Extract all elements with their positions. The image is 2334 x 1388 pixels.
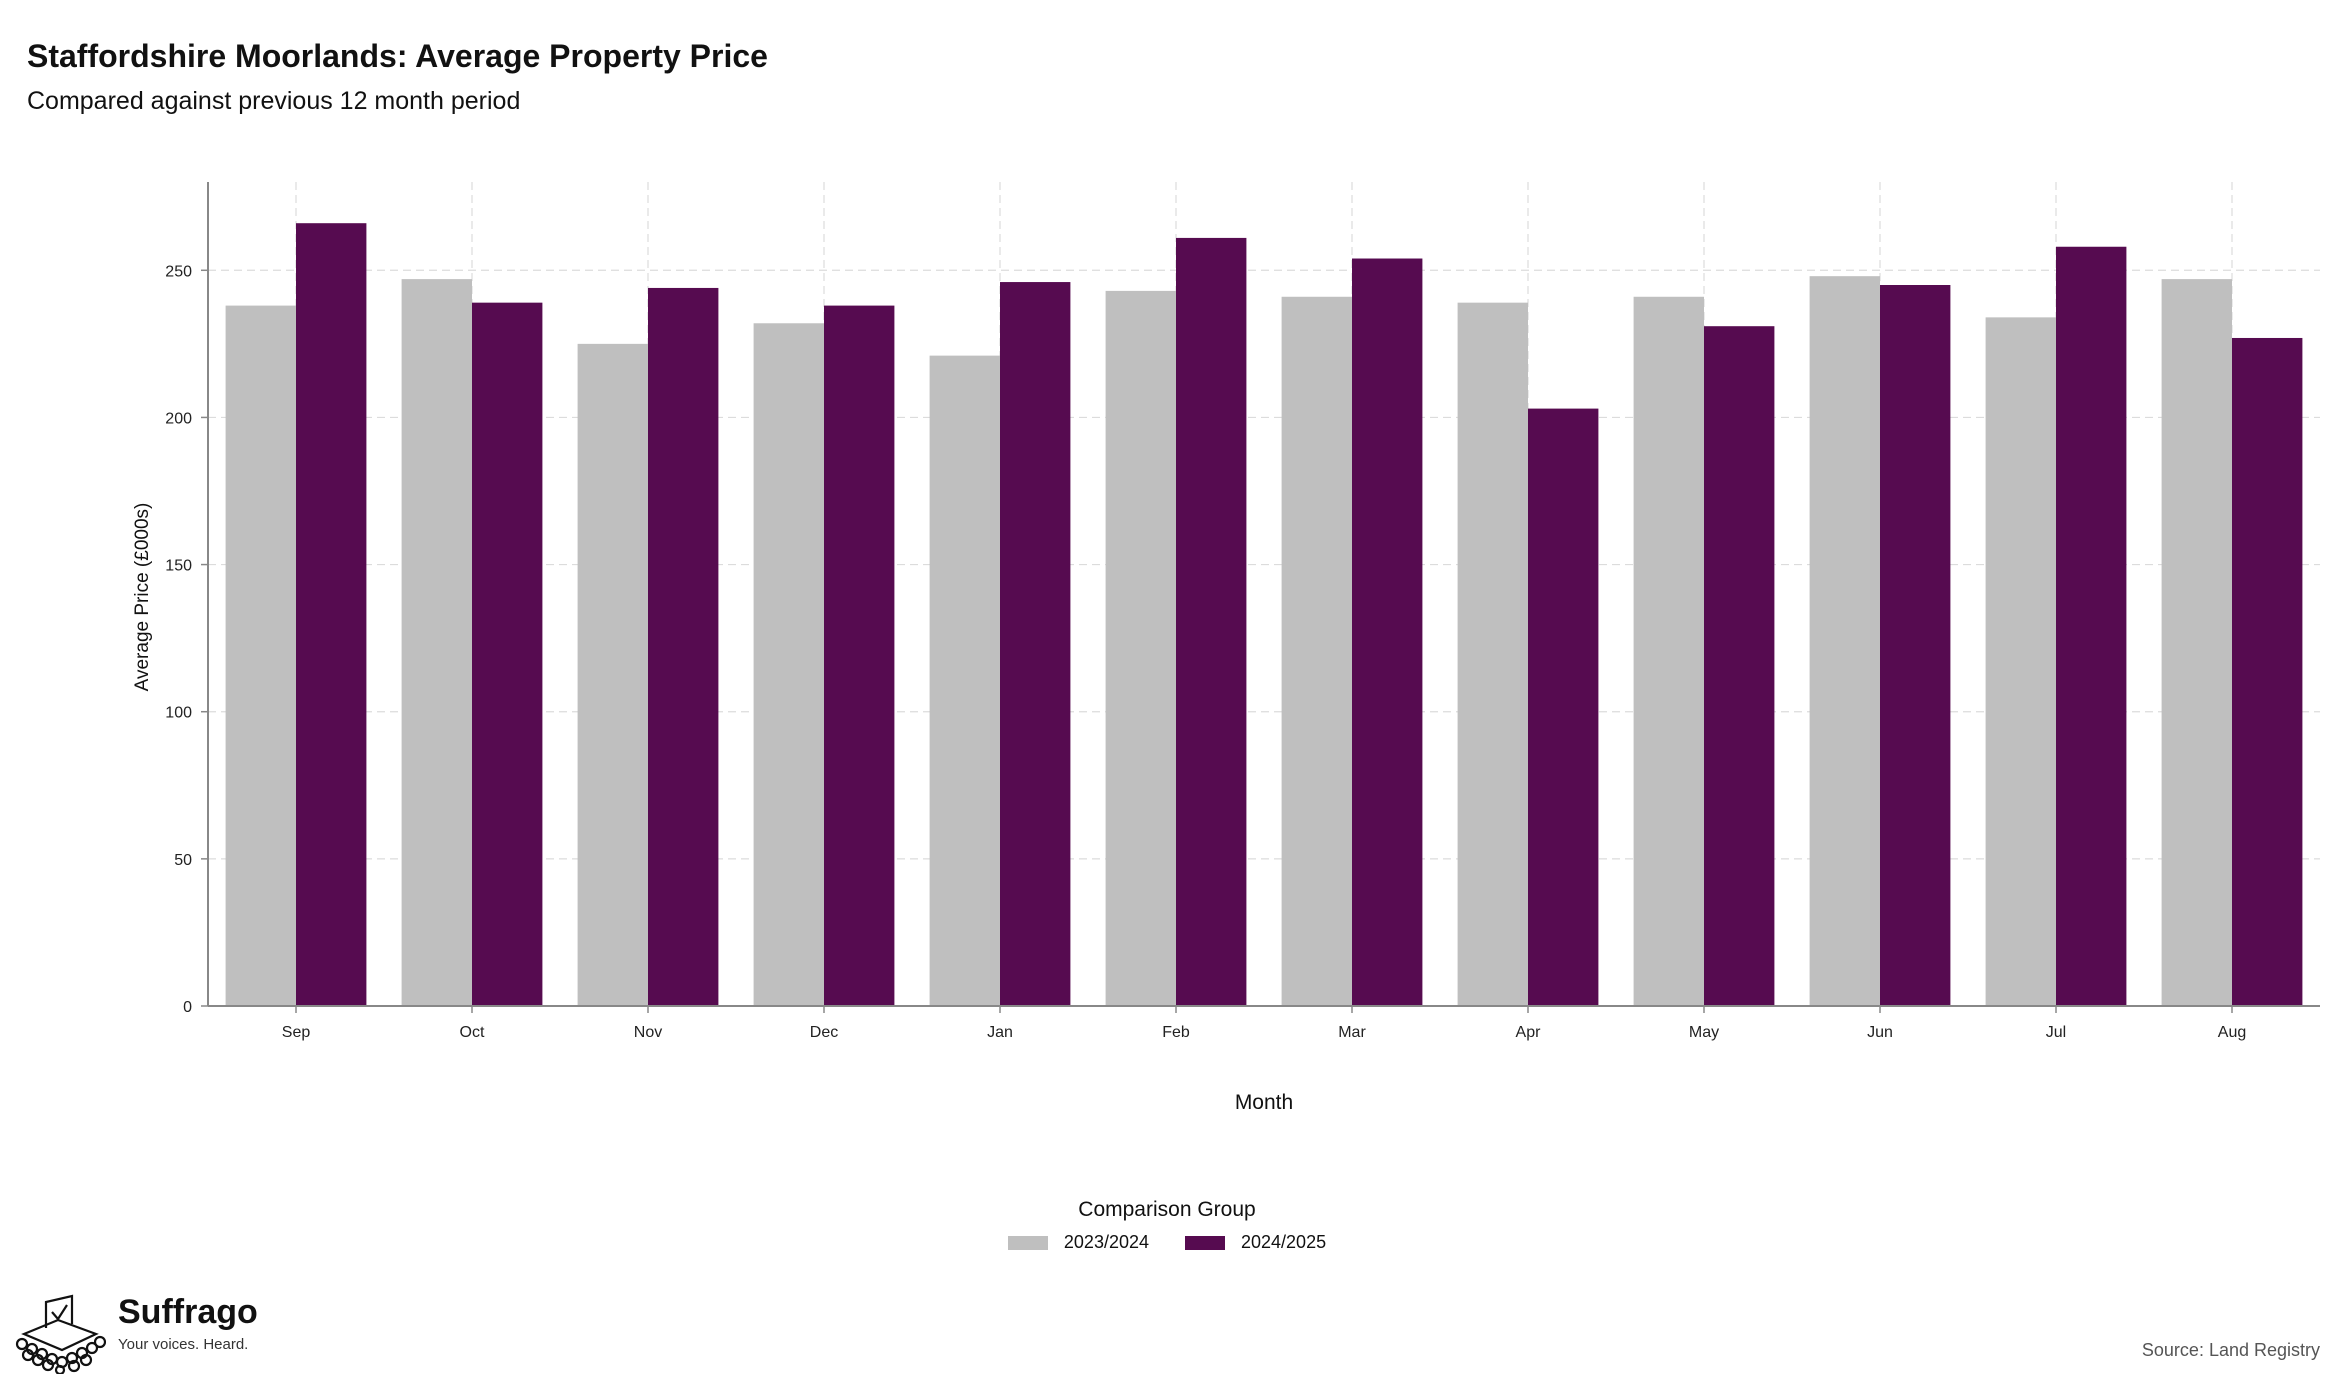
- legend-swatch-series-1: [1007, 1235, 1048, 1250]
- x-tick-label: Aug: [2218, 1024, 2246, 1041]
- y-axis-label: Average Price (£000s): [132, 503, 153, 692]
- bar-2-oct: [472, 302, 543, 1007]
- bar-1-jun: [1809, 276, 1880, 1007]
- chart-title: Staffordshire Moorlands: Average Propert…: [27, 38, 768, 74]
- source-note: Source: Land Registry: [2141, 1340, 2320, 1360]
- y-tick-label: 100: [165, 705, 192, 722]
- x-tick-label: Jan: [987, 1024, 1013, 1041]
- legend-swatch-series-2: [1185, 1235, 1225, 1250]
- bar-2-dec: [824, 305, 895, 1007]
- legend: Comparison Group 2023/2024 2024/2025: [0, 1198, 2334, 1253]
- ballot-box-icon: [15, 1294, 106, 1374]
- bar-1-mar: [1281, 296, 1352, 1006]
- legend-label-series-1: 2023/2024: [1063, 1232, 1149, 1252]
- bar-2-may: [1704, 326, 1775, 1006]
- y-tick-label: 250: [165, 263, 192, 280]
- bar-1-may: [1633, 296, 1704, 1006]
- legend-item-series-2: 2024/2025: [1185, 1232, 1326, 1253]
- legend-label-series-2: 2024/2025: [1241, 1232, 1327, 1252]
- x-tick-label: Dec: [810, 1024, 838, 1041]
- x-tick-label: Apr: [1516, 1024, 1542, 1041]
- y-tick-label: 0: [183, 999, 192, 1016]
- bar-1-nov: [577, 343, 648, 1006]
- chart-subtitle: Compared against previous 12 month perio…: [27, 87, 521, 115]
- bar-2-aug: [2232, 337, 2303, 1006]
- y-tick-label: 50: [174, 852, 192, 869]
- bar-2-jul: [2056, 246, 2127, 1006]
- bar-1-dec: [753, 323, 824, 1006]
- bar-2-jan: [1000, 282, 1071, 1006]
- bar-1-jul: [1985, 317, 2056, 1006]
- bar-2-jun: [1880, 285, 1951, 1006]
- y-tick-label: 200: [165, 410, 192, 427]
- x-axis-label: Month: [1235, 1091, 1293, 1114]
- x-tick-label: Nov: [634, 1024, 662, 1041]
- x-tick-label: May: [1689, 1024, 1719, 1041]
- brand-tagline: Your voices. Heard.: [118, 1336, 249, 1353]
- bar-2-apr: [1528, 408, 1599, 1007]
- x-tick-label: Sep: [282, 1024, 311, 1041]
- x-tick-label: Jul: [2046, 1024, 2066, 1041]
- bar-2-nov: [648, 287, 719, 1006]
- x-tick-label: Mar: [1338, 1024, 1366, 1041]
- suffrago-logo: Suffrago Your voices. Heard.: [14, 1292, 258, 1374]
- legend-title: Comparison Group: [1078, 1198, 1256, 1221]
- x-tick-label: Jun: [1867, 1024, 1893, 1041]
- bar-1-feb: [1105, 290, 1176, 1006]
- bar-2-mar: [1352, 258, 1423, 1006]
- bar-1-sep: [225, 305, 296, 1007]
- legend-item-series-1: 2023/2024: [1007, 1232, 1149, 1253]
- chart-axes: [207, 182, 2320, 1007]
- brand-name: Suffrago: [118, 1293, 258, 1331]
- x-tick-label: Oct: [460, 1024, 485, 1041]
- bar-2-feb: [1176, 237, 1247, 1006]
- bar-1-jan: [929, 355, 1000, 1007]
- bar-1-aug: [2161, 279, 2232, 1007]
- bar-2-sep: [296, 223, 367, 1006]
- bar-1-apr: [1457, 302, 1528, 1007]
- chart-bars: [225, 223, 2303, 1007]
- x-tick-label: Feb: [1162, 1024, 1190, 1041]
- chart-ticks: 0 50 100 150 200 250 Sep Oct Nov Dec Jan Feb Mar Apr M…: [165, 263, 2246, 1041]
- bar-1-oct: [401, 279, 472, 1007]
- y-tick-label: 150: [165, 558, 192, 575]
